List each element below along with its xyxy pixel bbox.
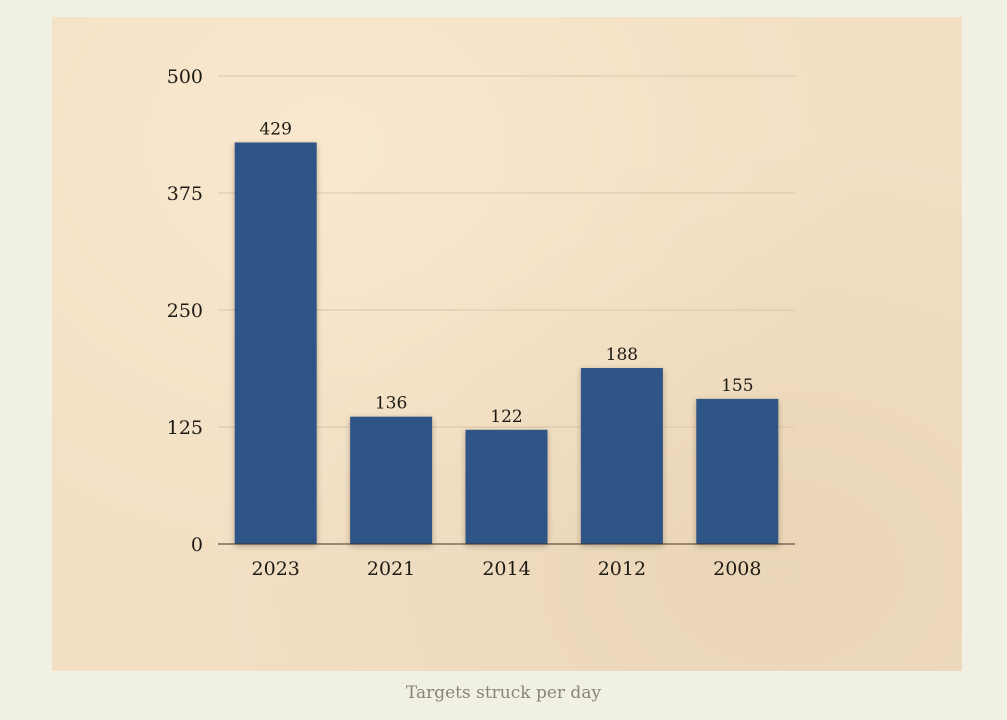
- chart-paper-background: [52, 17, 962, 671]
- x-tick-label: 2023: [252, 558, 300, 580]
- x-tick-label: 2012: [598, 558, 646, 580]
- labels: 0 125 250 375 500 429 2023 136 2021 122 2014 188 201…: [167, 66, 762, 580]
- y-tick-label: 500: [167, 66, 203, 88]
- data-label: 155: [721, 376, 753, 396]
- chart-caption: Targets struck per day: [405, 683, 602, 703]
- bar: [580, 368, 663, 544]
- y-tick-label: 250: [167, 300, 203, 322]
- bar: [234, 142, 317, 544]
- data-label: 122: [490, 407, 522, 427]
- y-tick-label: 125: [167, 417, 203, 439]
- x-tick-label: 2008: [713, 558, 761, 580]
- y-tick-label: 375: [167, 183, 203, 205]
- x-tick-label: 2021: [367, 558, 415, 580]
- bars: [234, 142, 779, 544]
- bar: [696, 398, 779, 544]
- data-label: 188: [606, 345, 638, 365]
- bar: [350, 416, 433, 544]
- y-tick-label: 0: [191, 534, 203, 556]
- data-label: 136: [375, 394, 407, 414]
- x-tick-label: 2014: [482, 558, 530, 580]
- bar: [465, 429, 548, 544]
- data-label: 429: [259, 119, 291, 139]
